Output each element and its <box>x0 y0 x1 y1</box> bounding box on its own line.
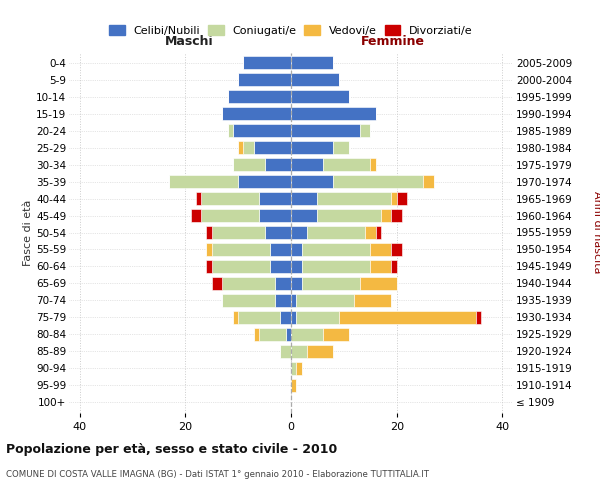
Bar <box>206 226 212 239</box>
Bar <box>265 158 291 171</box>
Bar <box>307 344 333 358</box>
Bar <box>391 209 402 222</box>
Bar <box>338 311 476 324</box>
Bar <box>238 73 291 86</box>
Bar <box>291 311 296 324</box>
Y-axis label: Fasce di età: Fasce di età <box>23 200 33 266</box>
Bar <box>391 260 397 273</box>
Bar <box>196 192 201 205</box>
Bar <box>259 192 291 205</box>
Bar <box>254 328 259 341</box>
Bar <box>291 294 296 307</box>
Bar <box>280 344 291 358</box>
Bar <box>360 277 397 290</box>
Bar <box>317 192 391 205</box>
Bar <box>270 260 291 273</box>
Bar <box>238 141 244 154</box>
Bar <box>275 294 291 307</box>
Bar <box>323 328 349 341</box>
Bar <box>244 141 254 154</box>
Bar <box>302 243 370 256</box>
Bar <box>291 209 317 222</box>
Bar <box>238 311 280 324</box>
Text: COMUNE DI COSTA VALLE IMAGNA (BG) - Dati ISTAT 1° gennaio 2010 - Elaborazione TU: COMUNE DI COSTA VALLE IMAGNA (BG) - Dati… <box>6 470 429 479</box>
Bar <box>291 277 302 290</box>
Bar <box>365 226 376 239</box>
Bar <box>275 277 291 290</box>
Bar <box>222 107 291 120</box>
Bar <box>201 192 259 205</box>
Bar <box>291 260 302 273</box>
Bar <box>302 277 360 290</box>
Bar <box>265 226 291 239</box>
Bar <box>233 124 291 137</box>
Bar <box>291 192 317 205</box>
Bar <box>291 243 302 256</box>
Bar <box>270 243 291 256</box>
Bar <box>476 311 481 324</box>
Bar <box>212 243 270 256</box>
Bar <box>391 192 397 205</box>
Bar <box>291 56 333 70</box>
Bar <box>212 226 265 239</box>
Bar <box>206 243 212 256</box>
Bar <box>227 90 291 104</box>
Bar <box>259 328 286 341</box>
Bar <box>212 260 270 273</box>
Bar <box>307 226 365 239</box>
Bar <box>227 124 233 137</box>
Bar <box>280 311 291 324</box>
Bar <box>259 209 291 222</box>
Bar <box>169 175 238 188</box>
Bar <box>391 243 402 256</box>
Bar <box>206 260 212 273</box>
Bar <box>296 362 302 375</box>
Bar <box>333 141 349 154</box>
Bar <box>333 175 423 188</box>
Text: Maschi: Maschi <box>164 35 213 48</box>
Bar <box>423 175 434 188</box>
Bar <box>291 362 296 375</box>
Bar <box>370 260 391 273</box>
Bar <box>291 124 360 137</box>
Y-axis label: Anni di nascita: Anni di nascita <box>592 191 600 274</box>
Bar <box>291 378 296 392</box>
Bar <box>296 294 355 307</box>
Bar <box>360 124 370 137</box>
Bar <box>291 73 338 86</box>
Bar <box>355 294 391 307</box>
Bar <box>291 158 323 171</box>
Bar <box>317 209 381 222</box>
Bar <box>291 328 323 341</box>
Bar <box>291 141 333 154</box>
Bar <box>238 175 291 188</box>
Bar <box>212 277 222 290</box>
Bar <box>291 226 307 239</box>
Bar <box>376 226 381 239</box>
Bar <box>323 158 370 171</box>
Bar <box>233 311 238 324</box>
Bar <box>302 260 370 273</box>
Bar <box>291 107 376 120</box>
Bar <box>222 277 275 290</box>
Bar <box>233 158 265 171</box>
Bar <box>254 141 291 154</box>
Bar <box>244 56 291 70</box>
Bar <box>291 90 349 104</box>
Bar <box>296 311 338 324</box>
Legend: Celibi/Nubili, Coniugati/e, Vedovi/e, Divorziati/e: Celibi/Nubili, Coniugati/e, Vedovi/e, Di… <box>106 22 476 39</box>
Bar <box>370 243 391 256</box>
Bar <box>370 158 376 171</box>
Bar <box>381 209 391 222</box>
Bar <box>222 294 275 307</box>
Bar <box>191 209 201 222</box>
Text: Popolazione per età, sesso e stato civile - 2010: Popolazione per età, sesso e stato civil… <box>6 442 337 456</box>
Bar <box>397 192 407 205</box>
Text: Femmine: Femmine <box>361 35 425 48</box>
Bar <box>291 175 333 188</box>
Bar <box>286 328 291 341</box>
Bar <box>291 344 307 358</box>
Bar <box>201 209 259 222</box>
